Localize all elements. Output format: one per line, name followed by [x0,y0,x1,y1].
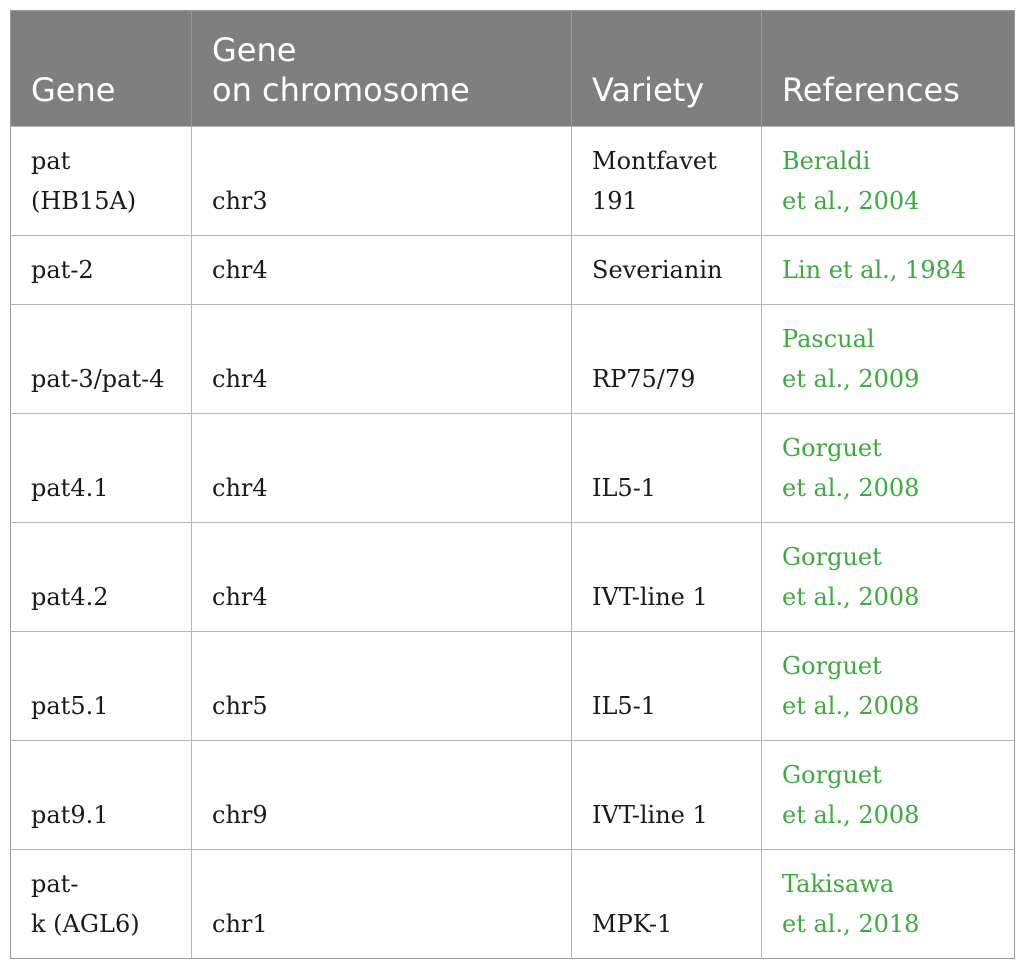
table-body: pat (HB15A) chr3 Montfavet 191 Beraldi et al.,… [10,126,1015,959]
gene-cell: pat4.2 [10,522,192,632]
chromosome-value: chr5 [212,692,268,720]
gene-cell-line: pat- [31,870,79,898]
variety-cell: RP75/79 [571,304,762,414]
variety-cell-line: 191 [592,187,638,215]
gene-cell: pat (HB15A) [10,126,192,236]
reference-link-line[interactable]: et al., 2008 [782,474,920,502]
table-row: pat4.2 chr4 IVT-line 1 Gorguet et al., 2008 [10,522,1015,632]
chromosome-value: chr4 [212,256,268,284]
gene-cell-line: pat4.1 [31,474,109,502]
chromosome-cell: chr9 [191,740,572,850]
gene-cell-line: pat4.2 [31,583,109,611]
chromosome-cell: chr4 [191,304,572,414]
variety-cell-line: IL5-1 [592,474,657,502]
reference-link[interactable]: Takisawa et al., 2018 [761,849,1015,959]
reference-link-line[interactable]: Gorguet [782,761,882,789]
reference-link-line[interactable]: et al., 2008 [782,692,920,720]
variety-cell: IVT-line 1 [571,740,762,850]
reference-link-line[interactable]: Takisawa [782,870,895,898]
gene-cell-line: pat-2 [31,256,94,284]
variety-cell: Montfavet 191 [571,126,762,236]
table-row: pat4.1 chr4 IL5-1 Gorguet et al., 2008 [10,413,1015,523]
gene-cell-line: pat5.1 [31,692,109,720]
gene-cell: pat5.1 [10,631,192,741]
gene-cell: pat9.1 [10,740,192,850]
chromosome-value: chr3 [212,187,268,215]
chromosome-cell: chr4 [191,235,572,305]
reference-link-line[interactable]: et al., 2008 [782,583,920,611]
gene-cell: pat-3/pat-4 [10,304,192,414]
chromosome-cell: chr5 [191,631,572,741]
chromosome-value: chr4 [212,365,268,393]
reference-link-line[interactable]: Gorguet [782,652,882,680]
header-references: References [761,10,1015,127]
variety-cell: IL5-1 [571,413,762,523]
reference-link-line[interactable]: et al., 2009 [782,365,920,393]
table-header: Gene Gene on chromosome Variety Referenc… [10,10,1015,127]
gene-cell-line: pat9.1 [31,801,109,829]
chromosome-cell: chr4 [191,413,572,523]
table-row: pat-2 chr4 Severianin Lin et al., 1984 [10,235,1015,305]
chromosome-value: chr1 [212,910,268,938]
variety-cell-line: RP75/79 [592,365,696,393]
variety-cell-line: MPK-1 [592,910,673,938]
table-row: pat9.1 chr9 IVT-line 1 Gorguet et al., 2008 [10,740,1015,850]
reference-link-line[interactable]: et al., 2018 [782,910,920,938]
reference-link[interactable]: Pascual et al., 2009 [761,304,1015,414]
reference-link-line[interactable]: Lin et al., 1984 [782,256,967,284]
variety-cell-line: IVT-line 1 [592,801,708,829]
reference-link[interactable]: Beraldi et al., 2004 [761,126,1015,236]
reference-link-line[interactable]: Beraldi [782,147,871,175]
variety-cell-line: Montfavet [592,147,717,175]
variety-cell-line: Severianin [592,256,723,284]
chromosome-value: chr9 [212,801,268,829]
gene-cell-line: k (AGL6) [31,910,140,938]
chromosome-value: chr4 [212,583,268,611]
reference-link-line[interactable]: et al., 2008 [782,801,920,829]
gene-cell-line: pat-3/pat-4 [31,365,165,393]
reference-link[interactable]: Gorguet et al., 2008 [761,631,1015,741]
reference-link-line[interactable]: Pascual [782,325,875,353]
gene-cell-line: (HB15A) [31,187,137,215]
table-row: pat-k (AGL6) chr1 MPK-1 Takisawa et al., 201… [10,849,1015,959]
reference-link-line[interactable]: et al., 2004 [782,187,920,215]
reference-link-line[interactable]: Gorguet [782,434,882,462]
reference-link[interactable]: Gorguet et al., 2008 [761,522,1015,632]
chromosome-cell: chr1 [191,849,572,959]
gene-table-container: Gene Gene on chromosome Variety Referenc… [10,10,1015,959]
header-gene: Gene [10,10,192,127]
header-gene-on-chromosome-line2: on chromosome [212,71,470,109]
table-row: pat5.1 chr5 IL5-1 Gorguet et al., 2008 [10,631,1015,741]
gene-table: Gene Gene on chromosome Variety Referenc… [10,10,1015,959]
gene-cell-line: pat [31,147,71,175]
table-row: pat-3/pat-4 chr4 RP75/79 Pascual et al., 200… [10,304,1015,414]
variety-cell: IVT-line 1 [571,522,762,632]
gene-cell: pat-k (AGL6) [10,849,192,959]
header-row: Gene Gene on chromosome Variety Referenc… [10,10,1015,127]
reference-link-line[interactable]: Gorguet [782,543,882,571]
header-variety: Variety [571,10,762,127]
chromosome-value: chr4 [212,474,268,502]
table-row: pat (HB15A) chr3 Montfavet 191 Beraldi et al.,… [10,126,1015,236]
variety-cell: Severianin [571,235,762,305]
variety-cell-line: IVT-line 1 [592,583,708,611]
gene-cell: pat-2 [10,235,192,305]
reference-link[interactable]: Lin et al., 1984 [761,235,1015,305]
chromosome-cell: chr3 [191,126,572,236]
reference-link[interactable]: Gorguet et al., 2008 [761,740,1015,850]
header-gene-on-chromosome-line1: Gene [212,31,297,69]
variety-cell-line: IL5-1 [592,692,657,720]
variety-cell: IL5-1 [571,631,762,741]
variety-cell: MPK-1 [571,849,762,959]
reference-link[interactable]: Gorguet et al., 2008 [761,413,1015,523]
header-gene-on-chromosome: Gene on chromosome [191,10,572,127]
gene-cell: pat4.1 [10,413,192,523]
chromosome-cell: chr4 [191,522,572,632]
